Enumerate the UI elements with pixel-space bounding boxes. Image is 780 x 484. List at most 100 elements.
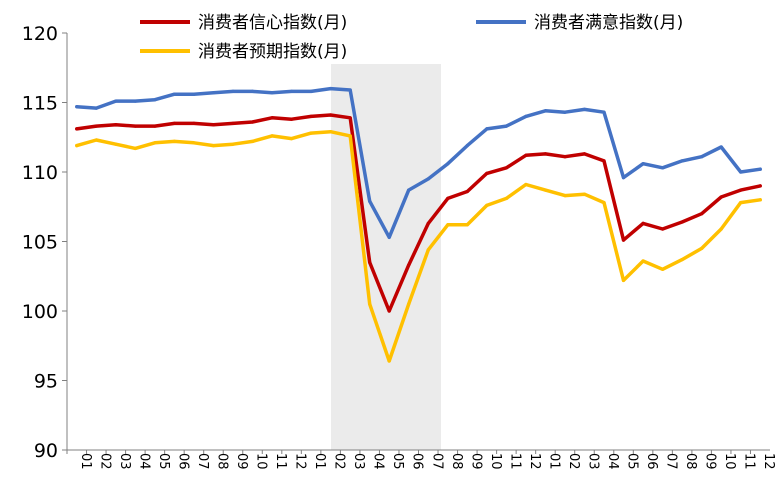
x-tick-label: 09 (468, 453, 483, 470)
x-tick-label: 08 (683, 453, 698, 470)
series-1-point (133, 124, 137, 128)
x-tick-label: 05 (156, 453, 171, 470)
series-2-point (602, 110, 606, 114)
series-2-point (114, 99, 118, 103)
x-tick-label: 10 (488, 453, 503, 470)
series-3-point (172, 139, 176, 143)
series-2-point (426, 177, 430, 181)
series-1-point (75, 127, 79, 131)
series-1-point (719, 195, 723, 199)
series-1-point (250, 120, 255, 124)
series-3-point (329, 130, 333, 134)
series-1-point (348, 116, 352, 120)
series-layer (75, 86, 762, 363)
x-tick-label: 03 (117, 453, 132, 470)
series-3-point (309, 131, 313, 135)
x-tick-label: 08 (214, 453, 229, 470)
x-tick-label: 03 (585, 453, 600, 470)
series-2-point (348, 88, 352, 92)
x-tick-label: 01 (546, 453, 561, 470)
series-3-point (270, 134, 274, 138)
x-tick-label: 12 (293, 453, 308, 470)
series-3-point (387, 359, 391, 363)
shaded-period (331, 64, 441, 450)
series-1-point (582, 152, 587, 156)
series-1-point (641, 221, 645, 225)
series-2-point (563, 110, 567, 114)
series-1-point (329, 113, 333, 117)
series-3-point (504, 196, 508, 200)
series-1-point (680, 220, 684, 224)
series-2-point (270, 91, 274, 95)
series-3-point (407, 302, 411, 306)
series-3-point (485, 203, 489, 207)
series-3-point (231, 142, 235, 146)
legend-label-1: 消费者信心指数(月) (198, 13, 347, 33)
series-3-point (153, 141, 157, 145)
series-1-point (290, 117, 294, 121)
series-3-point (290, 137, 294, 141)
series-3-point (680, 258, 684, 262)
series-2-point (250, 89, 255, 93)
series-3-point (719, 227, 723, 231)
series-2-point (543, 109, 548, 113)
series-3-point (739, 201, 743, 205)
series-1-point (563, 155, 567, 159)
series-line-3 (75, 129, 762, 363)
series-2-point (739, 170, 743, 174)
series-2-point (192, 92, 196, 96)
series-3-point (543, 188, 548, 192)
x-tick-label: 06 (175, 453, 190, 470)
x-tick-label: 02 (97, 453, 112, 470)
series-2-point (621, 176, 626, 180)
x-tick-label: 11 (742, 453, 757, 470)
series-1-point (543, 152, 548, 156)
series-3-point (368, 302, 372, 306)
series-1-point (153, 124, 157, 128)
series-2-point (485, 127, 489, 131)
x-tick-label: 04 (605, 453, 620, 470)
series-3-point (94, 138, 98, 142)
x-tick-label: 06 (644, 453, 659, 470)
series-2-point (524, 114, 528, 118)
series-2-point (290, 89, 294, 93)
series-2-point (387, 235, 391, 239)
x-tick-label: 01 (78, 453, 93, 470)
series-1-point (387, 309, 391, 313)
series-2-point (504, 124, 508, 128)
x-tick-label: 06 (410, 453, 425, 470)
series-2-point (133, 99, 137, 103)
series-1-point (94, 124, 98, 128)
x-tick-label: 07 (429, 453, 444, 470)
x-tick-label: 11 (273, 453, 288, 470)
legend-label-2: 消费者满意指数(月) (534, 13, 683, 33)
series-2-point (407, 188, 411, 192)
x-tick-label: 05 (390, 453, 405, 470)
series-line-1 (75, 113, 762, 313)
series-1-point (407, 263, 411, 267)
x-tick-label: 12 (527, 453, 542, 470)
series-1-point (485, 171, 489, 175)
y-tick-label: 115 (22, 93, 58, 115)
series-2-point (75, 105, 79, 109)
series-2-point (211, 91, 216, 95)
series-3-point (700, 246, 704, 250)
series-1-point (602, 159, 606, 163)
series-2-point (719, 145, 723, 149)
x-tick-label: 04 (371, 453, 386, 470)
series-1-point (192, 121, 196, 125)
series-line-2 (75, 86, 762, 240)
series-3-point (211, 144, 216, 148)
legend: 消费者信心指数(月) 消费者满意指数(月) 消费者预期指数(月) (140, 13, 683, 62)
x-tick-label: 05 (625, 453, 640, 470)
series-1-point (661, 227, 665, 231)
series-3-point (75, 144, 79, 148)
series-3-point (348, 134, 352, 138)
x-tick-label: 09 (703, 453, 718, 470)
y-tick-label: 90 (34, 440, 58, 462)
shade-layer (331, 64, 441, 450)
series-2-point (641, 162, 645, 166)
x-tick-label: 09 (234, 453, 249, 470)
